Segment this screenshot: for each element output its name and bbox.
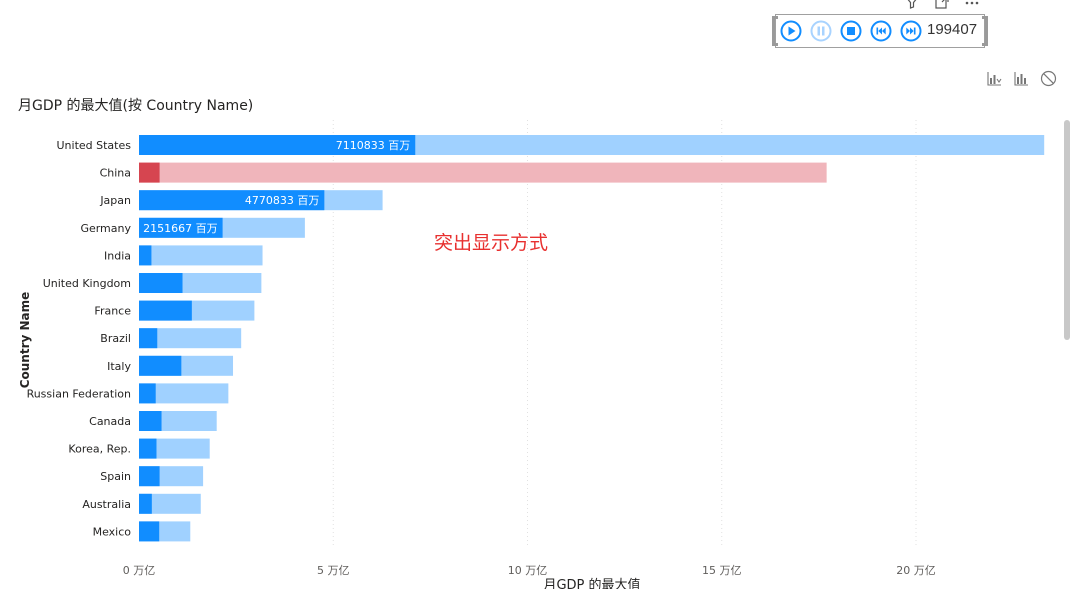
bar-total[interactable] <box>139 383 229 404</box>
drill-icon[interactable] <box>986 70 1003 87</box>
data-label: 4770833 百万 <box>245 194 320 207</box>
data-labels: 7110833 百万 4770833 百万 2151667 百万 <box>143 139 410 235</box>
play-axis-right-bracket <box>982 16 988 46</box>
chart-title: 月GDP 的最大值(按 Country Name) <box>18 98 254 114</box>
bar-highlight[interactable] <box>139 217 223 238</box>
data-label: 7110833 百万 <box>336 139 411 152</box>
x-tick-labels: 0 万亿 5 万亿 10 万亿 15 万亿 20 万亿 <box>123 564 936 577</box>
vertical-scrollbar[interactable] <box>1064 120 1070 340</box>
focus-mode-icon[interactable] <box>934 0 950 10</box>
bar-highlight[interactable] <box>139 355 182 376</box>
category-label: United States <box>57 139 132 152</box>
category-label: India <box>104 249 131 262</box>
bar-total[interactable] <box>139 328 242 349</box>
bar-highlight[interactable] <box>139 438 157 459</box>
bars <box>139 135 1045 542</box>
y-axis-label: Country Name <box>18 292 32 389</box>
x-tick-label: 5 万亿 <box>317 564 350 577</box>
bar-highlight[interactable] <box>139 190 325 211</box>
category-label: China <box>100 167 131 180</box>
bar-highlight[interactable] <box>139 521 160 542</box>
bar-total[interactable] <box>139 493 201 514</box>
visual-header-top <box>904 0 980 10</box>
bar-highlight[interactable] <box>139 383 156 404</box>
bar-highlight[interactable] <box>139 273 183 293</box>
category-label: France <box>94 305 131 318</box>
play-axis-left-bracket <box>772 16 778 46</box>
x-tick-label: 0 万亿 <box>123 564 156 577</box>
category-label: United Kingdom <box>43 277 131 290</box>
bar-highlight[interactable] <box>139 300 192 321</box>
bar-total[interactable] <box>139 162 827 183</box>
bar-chart-icon[interactable] <box>1013 70 1030 87</box>
category-label: Brazil <box>100 332 131 345</box>
category-label: Korea, Rep. <box>68 443 131 456</box>
category-label: Mexico <box>93 525 132 538</box>
category-label: Spain <box>100 470 131 483</box>
x-tick-label: 20 万亿 <box>896 564 936 577</box>
gridlines <box>332 120 917 548</box>
visual-header-icons <box>986 70 1057 87</box>
bar-highlight[interactable] <box>139 245 152 266</box>
category-label: Japan <box>99 194 131 207</box>
no-icon[interactable] <box>1040 70 1057 87</box>
highlight-annotation: 突出显示方式 <box>434 232 549 254</box>
bar-highlight[interactable] <box>139 328 158 349</box>
bar-highlight[interactable] <box>139 411 162 431</box>
bar-highlight[interactable] <box>139 466 160 487</box>
next-icon[interactable] <box>900 20 922 42</box>
category-label: Australia <box>82 498 131 511</box>
play-axis-control: 199407 <box>772 14 988 48</box>
play-axis-value: 199407 <box>927 21 978 38</box>
x-axis-label: 月GDP 的最大值 <box>543 577 640 589</box>
bar-highlight[interactable] <box>139 162 160 183</box>
x-tick-label: 15 万亿 <box>702 564 742 577</box>
bar-highlight[interactable] <box>139 493 152 514</box>
category-labels: United States China Japan Germany India Unite… <box>27 139 132 538</box>
filter-icon[interactable] <box>904 0 920 10</box>
data-label: 2151667 百万 <box>143 222 218 235</box>
bar-highlight[interactable] <box>139 135 416 155</box>
more-options-icon[interactable] <box>964 0 980 10</box>
category-label: Italy <box>107 360 131 373</box>
bar-total[interactable] <box>139 245 263 266</box>
x-tick-label: 10 万亿 <box>508 564 548 577</box>
pause-icon[interactable] <box>810 20 832 42</box>
stop-icon[interactable] <box>840 20 862 42</box>
category-label: Germany <box>80 222 131 235</box>
bar-total[interactable] <box>139 438 210 459</box>
previous-icon[interactable] <box>870 20 892 42</box>
play-icon[interactable] <box>780 20 802 42</box>
category-label: Russian Federation <box>27 387 131 400</box>
category-label: Canada <box>89 415 131 428</box>
